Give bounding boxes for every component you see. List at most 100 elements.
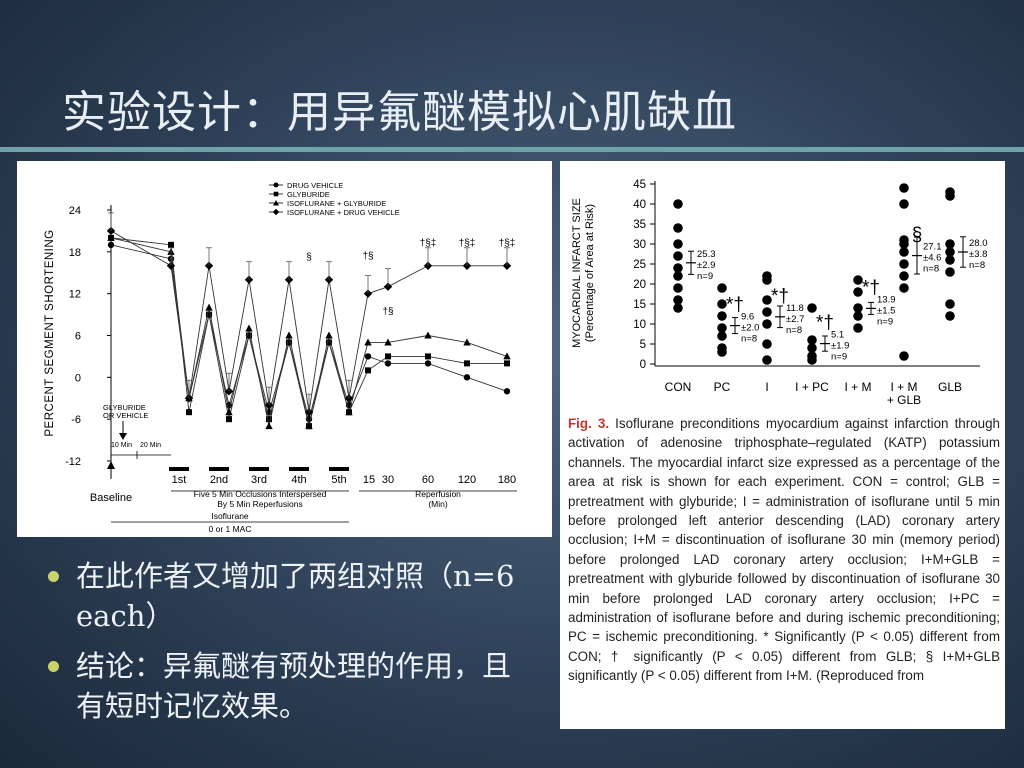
- y-tick-label: 0: [75, 372, 81, 384]
- data-point: [717, 311, 727, 321]
- occlusion-bar: [209, 467, 229, 471]
- stat-mean: 25.3: [697, 249, 716, 260]
- legend-label: ISOFLURANE + GLYBURIDE: [287, 199, 386, 208]
- data-point: [945, 299, 955, 309]
- legend-marker: [273, 200, 279, 206]
- x-category-label: I + M: [890, 380, 917, 394]
- significance-mark: *†: [771, 286, 789, 307]
- stat-sd: ±2.0: [741, 323, 759, 334]
- x-category-label: GLB: [938, 380, 962, 394]
- data-point: [384, 360, 392, 367]
- y-tick-label: 20: [633, 279, 646, 291]
- reperfusion-label: 180: [498, 474, 516, 486]
- data-point: [385, 353, 391, 360]
- significance-mark: †§‡: [499, 238, 516, 249]
- occlusion-bar: [329, 467, 349, 471]
- y-tick-label: 0: [640, 359, 646, 371]
- data-point: [345, 408, 353, 416]
- occlusion-label: 3rd: [251, 474, 267, 486]
- y-tick-label: 6: [75, 331, 81, 343]
- data-point: [945, 191, 955, 201]
- y-tick-label: 45: [633, 179, 646, 191]
- stat-sd: ±2.7: [786, 314, 804, 325]
- series-line: [110, 237, 508, 427]
- figure-caption: Fig. 3. Isoflurane preconditions myocard…: [568, 414, 1000, 686]
- reperfusion-label: 120: [458, 474, 476, 486]
- bullet-dot-icon: [48, 661, 59, 672]
- scatter-figure-panel: 45 40 35 30 25 20 15 10 5 0 MYOCARDIAL INFARCT SIZ…: [560, 161, 1005, 729]
- stat-n: n=8: [923, 264, 939, 275]
- x-category-label: I + M: [844, 380, 871, 394]
- data-point: [673, 295, 683, 305]
- bullet-item: 结论：异氟醚有预处理的作用，且有短时记忆效果。: [48, 646, 518, 726]
- data-point: [899, 271, 909, 281]
- data-point: [945, 311, 955, 321]
- data-point: [899, 283, 909, 293]
- figure-label: Fig. 3.: [568, 416, 610, 431]
- y-axis-label-2: (Percentage of Area at Risk): [584, 204, 596, 342]
- infarct-size-chart: 45 40 35 30 25 20 15 10 5 0 MYOCARDIAL INFARCT SIZ…: [571, 179, 988, 407]
- data-point: [853, 275, 863, 285]
- stat-mean: 9.6: [741, 312, 754, 323]
- data-point: [246, 332, 252, 339]
- occlusion-label: 4th: [291, 474, 306, 486]
- data-point: [762, 355, 772, 365]
- x-category-label: + GLB: [887, 393, 921, 407]
- data-point: [425, 353, 431, 360]
- data-point: [463, 374, 471, 381]
- y-tick-label: -6: [71, 414, 81, 426]
- reperfusion-label: 15: [363, 474, 375, 486]
- x-category-label: CON: [665, 380, 692, 394]
- legend-marker: [273, 182, 279, 188]
- data-point: [853, 303, 863, 313]
- stat-mean: 28.0: [969, 238, 988, 249]
- stat-mean: 13.9: [877, 294, 896, 305]
- occlusion-desc-1: Five 5 Min Occlusions Interspersed: [194, 489, 327, 499]
- significance-mark: §: [912, 225, 923, 246]
- data-point: [899, 199, 909, 209]
- data-point: [717, 323, 727, 333]
- y-tick-label: 35: [633, 219, 646, 231]
- significance-mark: *†: [816, 313, 834, 334]
- vehicle-label: OR VEHICLE: [103, 411, 148, 420]
- bullet-dot-icon: [48, 571, 59, 582]
- data-point: [945, 239, 955, 249]
- data-point: [673, 263, 683, 273]
- slide-title: 实验设计：用异氟醚模拟心肌缺血: [62, 87, 737, 138]
- data-point: [899, 183, 909, 193]
- data-point: [186, 409, 192, 416]
- data-point: [762, 339, 772, 349]
- bullet-list: 在此作者又增加了两组对照（n=6 each） 结论：异氟醚有预处理的作用，且有短…: [48, 556, 518, 736]
- stat-n: n=8: [786, 325, 802, 336]
- reperfusion-desc-1: Reperfusion: [415, 489, 461, 499]
- data-point: [364, 338, 372, 346]
- occlusion-bar: [249, 467, 269, 471]
- data-point: [424, 360, 432, 367]
- data-point: [762, 295, 772, 305]
- glyburide-label: GLYBURIDE: [103, 403, 146, 412]
- y-axis-label: MYOCARDIAL INFARCT SIZE: [571, 198, 583, 348]
- data-point: [945, 267, 955, 277]
- legend-marker: [273, 191, 279, 197]
- x-category-label: I: [765, 380, 768, 394]
- data-point: [762, 275, 772, 285]
- bullet-item: 在此作者又增加了两组对照（n=6 each）: [48, 556, 518, 636]
- data-point: [717, 347, 727, 357]
- line-chart-panel: 24 18 12 6 0 -6 -12 PERCENT SEGMENT SHORTENING §…: [17, 161, 552, 537]
- occlusion-bar: [169, 467, 189, 471]
- data-point: [107, 241, 115, 249]
- significance-mark: †§‡: [459, 238, 476, 249]
- data-point: [807, 335, 817, 345]
- y-tick-label: 12: [69, 289, 81, 301]
- y-tick-label: 18: [69, 247, 81, 259]
- data-point: [363, 289, 373, 298]
- data-point: [384, 338, 392, 346]
- data-point: [899, 351, 909, 361]
- data-point: [807, 303, 817, 313]
- data-point: [305, 422, 313, 430]
- y-tick-label: -12: [65, 456, 81, 468]
- data-point: [504, 360, 510, 367]
- x-category-label: PC: [714, 380, 731, 394]
- data-point: [424, 331, 432, 339]
- stat-sd: ±1.5: [877, 305, 895, 316]
